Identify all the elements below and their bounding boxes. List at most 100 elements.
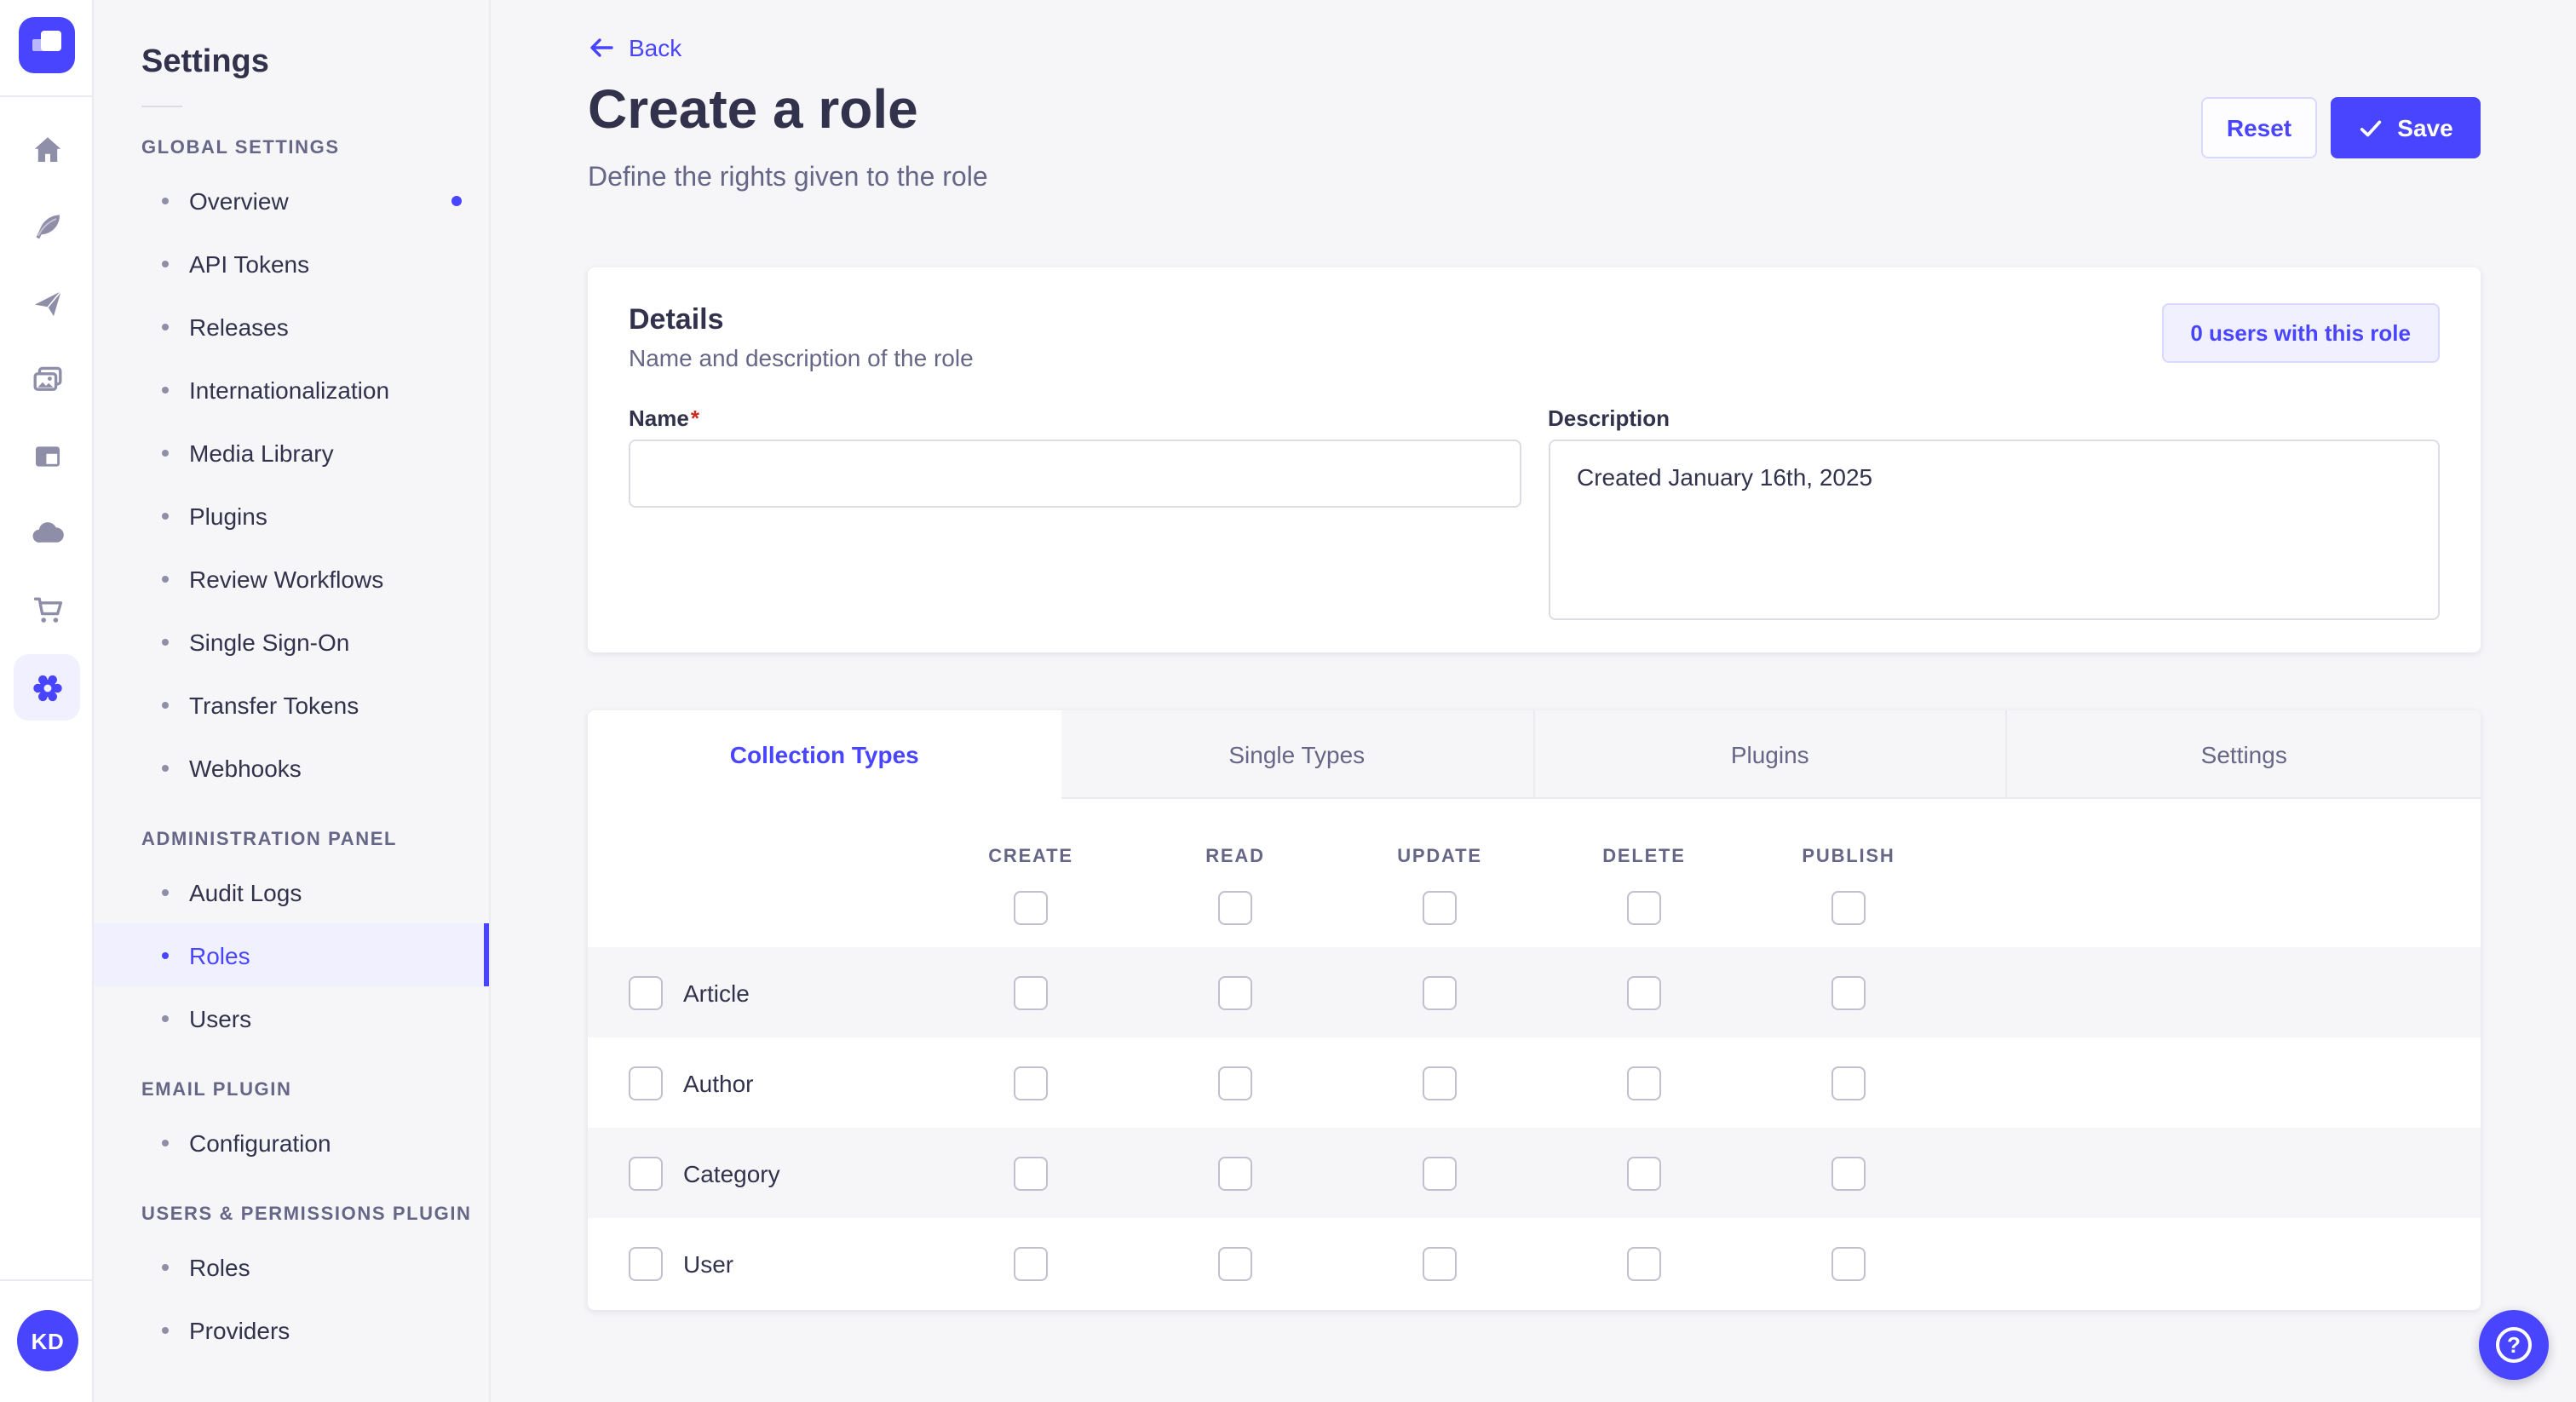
sidebar-item-review-workflows[interactable]: Review Workflows	[94, 547, 489, 610]
divider	[141, 106, 182, 107]
tab-single-types[interactable]: Single Types	[1061, 710, 1534, 799]
settings-gear-icon[interactable]	[14, 654, 80, 721]
permissions-card: Collection Types Single Types Plugins Se…	[588, 710, 2481, 1310]
author-read-checkbox[interactable]	[1218, 1066, 1252, 1100]
article-publish-checkbox[interactable]	[1831, 975, 1866, 1009]
user-create-checkbox[interactable]	[1014, 1246, 1048, 1280]
sidebar-item-label: Roles	[189, 1253, 250, 1280]
article-create-checkbox[interactable]	[1014, 975, 1048, 1009]
user-read-checkbox[interactable]	[1218, 1246, 1252, 1280]
media-library-icon[interactable]	[0, 351, 94, 409]
user-update-checkbox[interactable]	[1423, 1246, 1457, 1280]
tab-plugins[interactable]: Plugins	[1534, 710, 2008, 799]
save-label: Save	[2397, 114, 2453, 141]
author-update-checkbox[interactable]	[1423, 1066, 1457, 1100]
column-header-delete: DELETE	[1602, 846, 1686, 866]
article-delete-checkbox[interactable]	[1627, 975, 1661, 1009]
category-publish-checkbox[interactable]	[1831, 1156, 1866, 1190]
back-label: Back	[629, 34, 682, 61]
category-create-checkbox[interactable]	[1014, 1156, 1048, 1190]
select-all-create-checkbox[interactable]	[1014, 890, 1048, 924]
bullet-icon	[162, 1263, 169, 1270]
tab-settings[interactable]: Settings	[2007, 710, 2481, 799]
select-all-update-checkbox[interactable]	[1423, 890, 1457, 924]
question-mark-icon: ?	[2496, 1327, 2532, 1363]
row-label: Article	[683, 979, 750, 1006]
content-manager-feather-icon[interactable]	[0, 198, 94, 256]
bullet-icon	[162, 638, 169, 645]
row-select-checkbox[interactable]	[629, 975, 663, 1009]
avatar[interactable]: KD	[17, 1310, 78, 1371]
sidebar-item-webhooks[interactable]: Webhooks	[94, 736, 489, 799]
sidebar-item-label: Providers	[189, 1316, 290, 1343]
details-card: Details Name and description of the role…	[588, 267, 2481, 652]
column-header-update: UPDATE	[1397, 846, 1482, 866]
section-label-email-plugin: EMAIL PLUGIN	[141, 1080, 292, 1100]
author-create-checkbox[interactable]	[1014, 1066, 1048, 1100]
user-publish-checkbox[interactable]	[1831, 1246, 1866, 1280]
sidebar-item-plugins[interactable]: Plugins	[94, 484, 489, 547]
tab-collection-types[interactable]: Collection Types	[588, 710, 1061, 799]
description-textarea[interactable]: Created January 16th, 2025	[1548, 440, 2440, 620]
help-button[interactable]: ?	[2479, 1310, 2549, 1380]
row-label: User	[683, 1250, 734, 1277]
reset-button[interactable]: Reset	[2201, 97, 2317, 158]
author-delete-checkbox[interactable]	[1627, 1066, 1661, 1100]
row-select-checkbox[interactable]	[629, 1246, 663, 1280]
send-plane-icon[interactable]	[0, 274, 94, 332]
sidebar-item-label: Plugins	[189, 502, 267, 529]
divider	[0, 1279, 94, 1281]
marketplace-cart-icon[interactable]	[0, 581, 94, 639]
sidebar-item-label: Roles	[189, 941, 250, 968]
section-label-users-permissions-plugin: USERS & PERMISSIONS PLUGIN	[141, 1204, 472, 1225]
sidebar-item-transfer-tokens[interactable]: Transfer Tokens	[94, 673, 489, 736]
tab-label: Collection Types	[729, 741, 919, 768]
notification-dot-icon	[451, 195, 462, 205]
permissions-header-row: CREATE READ UPDATE DELETE PUBLISH	[588, 799, 2481, 947]
sidebar-item-label: Configuration	[189, 1129, 331, 1156]
sidebar-item-label: Users	[189, 1004, 252, 1031]
select-all-read-checkbox[interactable]	[1218, 890, 1252, 924]
cloud-icon[interactable]	[0, 504, 94, 562]
sidebar-item-label: Overview	[189, 187, 289, 214]
article-read-checkbox[interactable]	[1218, 975, 1252, 1009]
tab-label: Single Types	[1228, 740, 1366, 767]
table-row-author: Author	[588, 1037, 2481, 1128]
tab-label: Plugins	[1730, 740, 1809, 767]
sidebar-item-roles-up[interactable]: Roles	[94, 1235, 489, 1298]
sidebar-item-single-sign-on[interactable]: Single Sign-On	[94, 610, 489, 673]
sidebar-item-users[interactable]: Users	[94, 986, 489, 1049]
select-all-publish-checkbox[interactable]	[1831, 890, 1866, 924]
category-read-checkbox[interactable]	[1218, 1156, 1252, 1190]
row-select-checkbox[interactable]	[629, 1156, 663, 1190]
bullet-icon	[162, 512, 169, 519]
bullet-icon	[162, 323, 169, 330]
category-update-checkbox[interactable]	[1423, 1156, 1457, 1190]
row-select-checkbox[interactable]	[629, 1066, 663, 1100]
sidebar-item-releases[interactable]: Releases	[94, 295, 489, 358]
sidebar-item-audit-logs[interactable]: Audit Logs	[94, 860, 489, 923]
sidebar-item-api-tokens[interactable]: API Tokens	[94, 232, 489, 295]
article-update-checkbox[interactable]	[1423, 975, 1457, 1009]
sidebar-item-overview[interactable]: Overview	[94, 169, 489, 232]
select-all-delete-checkbox[interactable]	[1627, 890, 1661, 924]
category-delete-checkbox[interactable]	[1627, 1156, 1661, 1190]
column-header-create: CREATE	[988, 846, 1073, 866]
sidebar-item-configuration[interactable]: Configuration	[94, 1111, 489, 1174]
save-button[interactable]: Save	[2331, 97, 2481, 158]
page-subtitle: Define the rights given to the role	[588, 164, 988, 192]
sidebar-item-roles-admin[interactable]: Roles	[94, 923, 489, 986]
author-publish-checkbox[interactable]	[1831, 1066, 1866, 1100]
user-delete-checkbox[interactable]	[1627, 1246, 1661, 1280]
home-icon[interactable]	[0, 121, 94, 179]
strapi-logo-icon[interactable]	[19, 17, 75, 73]
sidebar-item-media-library[interactable]: Media Library	[94, 421, 489, 484]
sidebar-item-providers[interactable]: Providers	[94, 1298, 489, 1361]
layout-builder-icon[interactable]	[0, 428, 94, 486]
sidebar-item-internationalization[interactable]: Internationalization	[94, 358, 489, 421]
logo-glyph-shade	[32, 39, 44, 51]
back-link[interactable]: Back	[588, 34, 681, 61]
name-input[interactable]	[629, 440, 1521, 508]
users-with-role-badge[interactable]: 0 users with this role	[2161, 303, 2440, 363]
sidebar-item-label: Releases	[189, 313, 289, 340]
